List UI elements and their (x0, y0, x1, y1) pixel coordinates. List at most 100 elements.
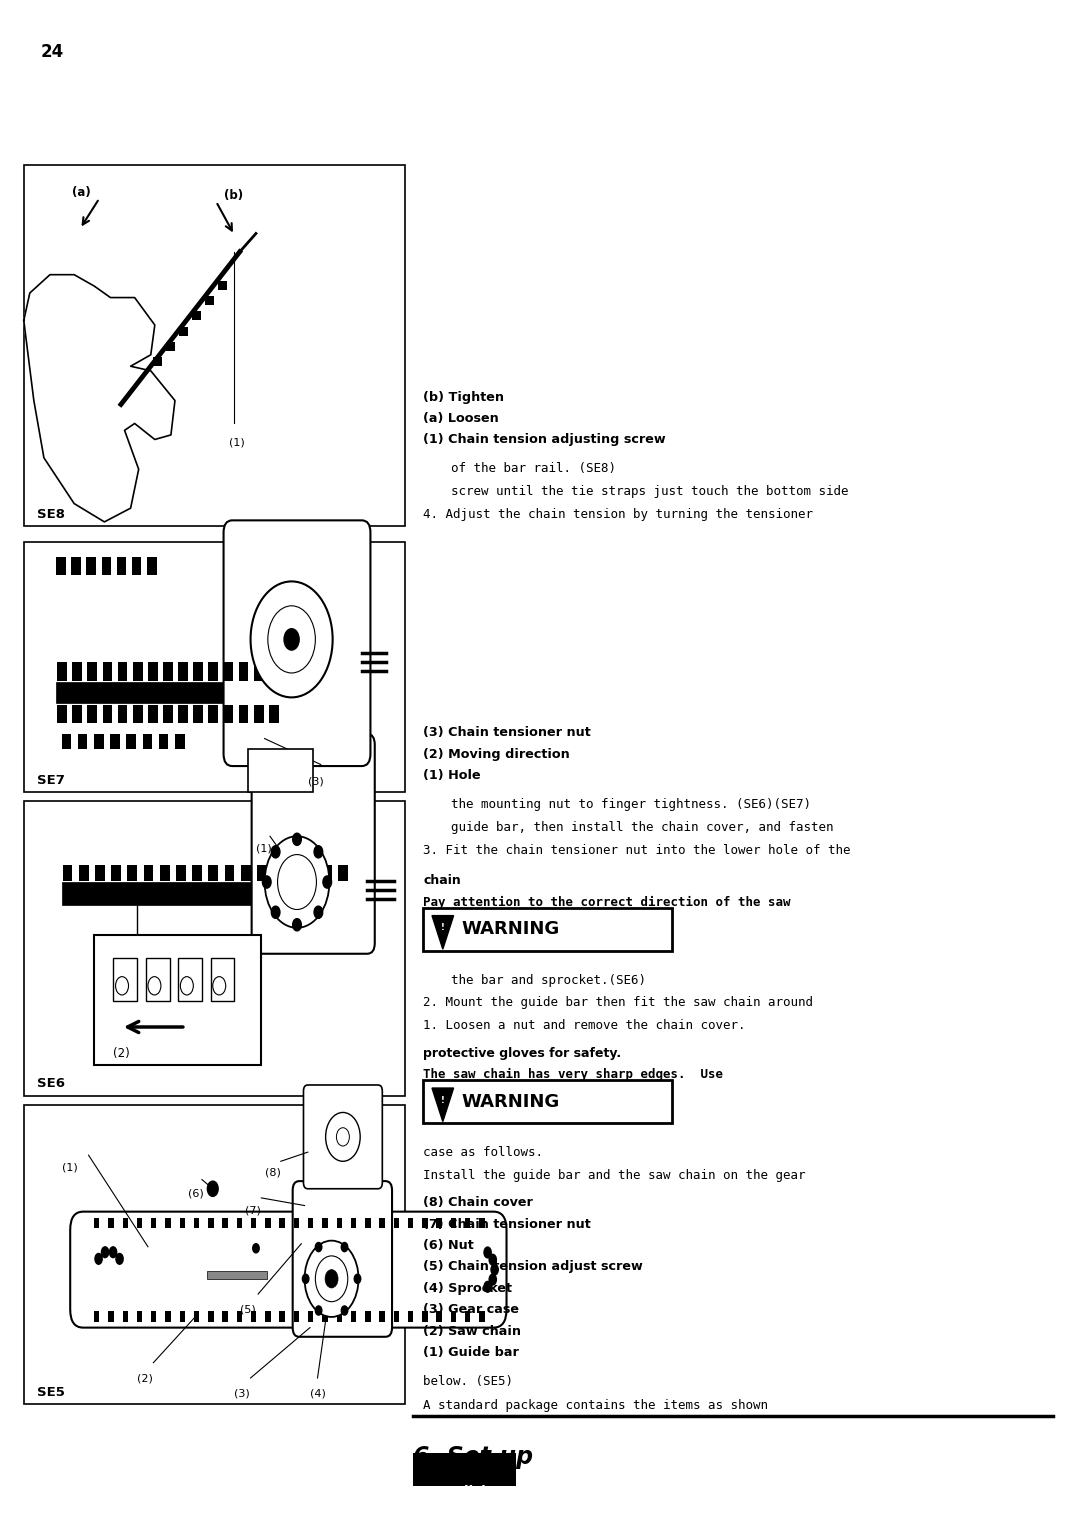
Circle shape (490, 1264, 499, 1276)
Bar (393, 1218, 399, 1228)
Text: (2): (2) (113, 1047, 131, 1061)
Circle shape (268, 606, 315, 673)
Circle shape (293, 919, 301, 931)
Circle shape (337, 1128, 350, 1146)
Circle shape (116, 977, 129, 995)
Bar (133, 662, 143, 681)
Bar (111, 865, 121, 881)
Circle shape (315, 1306, 322, 1315)
Bar (24, 1105, 405, 1404)
Bar (176, 865, 186, 881)
Bar (480, 1311, 485, 1322)
Bar (422, 1218, 428, 1228)
FancyBboxPatch shape (252, 734, 375, 954)
Text: screw until the tie straps just touch the bottom side: screw until the tie straps just touch th… (451, 485, 849, 499)
Bar (72, 662, 82, 681)
Text: A standard package contains the items as shown: A standard package contains the items as… (423, 1399, 768, 1413)
Circle shape (262, 876, 271, 888)
Text: (3): (3) (234, 1389, 251, 1399)
Circle shape (293, 833, 301, 845)
Text: (1) Guide bar: (1) Guide bar (423, 1346, 519, 1360)
Bar (423, 1080, 672, 1123)
Bar (71, 557, 81, 575)
Text: (1) Hole: (1) Hole (423, 769, 481, 783)
Bar (193, 705, 203, 723)
Circle shape (207, 1181, 218, 1196)
Bar (94, 1311, 99, 1322)
Bar (294, 1218, 299, 1228)
Text: 1. Loosen a nut and remove the chain cover.: 1. Loosen a nut and remove the chain cov… (423, 1019, 746, 1033)
Bar (193, 662, 203, 681)
Bar (108, 1218, 113, 1228)
Bar (166, 342, 175, 351)
Bar (165, 1311, 171, 1322)
Bar (192, 865, 202, 881)
Bar (222, 1311, 228, 1322)
Text: WARNING: WARNING (461, 920, 559, 938)
Circle shape (314, 906, 323, 919)
Bar (122, 1311, 127, 1322)
Bar (241, 865, 251, 881)
Bar (62, 882, 362, 905)
Bar (163, 662, 173, 681)
FancyBboxPatch shape (224, 520, 370, 766)
Bar (179, 1218, 185, 1228)
Bar (269, 705, 279, 723)
Bar (159, 734, 168, 749)
Bar (436, 1218, 442, 1228)
Text: protective gloves for safety.: protective gloves for safety. (423, 1047, 621, 1061)
Circle shape (265, 836, 329, 928)
Text: (8) Chain cover: (8) Chain cover (423, 1196, 534, 1210)
Bar (337, 1218, 342, 1228)
Bar (153, 357, 162, 366)
Text: (1): (1) (229, 438, 245, 449)
Bar (322, 1311, 327, 1322)
Bar (254, 662, 264, 681)
Bar (194, 1311, 199, 1322)
Bar (179, 327, 188, 336)
Circle shape (488, 1254, 497, 1267)
Bar (165, 1218, 171, 1228)
Circle shape (326, 1112, 360, 1161)
Circle shape (271, 906, 280, 919)
Bar (122, 1218, 127, 1228)
Text: (5) Chain tension adjust screw: (5) Chain tension adjust screw (423, 1260, 643, 1274)
Circle shape (488, 1273, 497, 1285)
Bar (408, 1218, 414, 1228)
Bar (137, 1311, 143, 1322)
Bar (208, 1218, 214, 1228)
Bar (178, 662, 188, 681)
Text: (a): (a) (72, 186, 91, 200)
Bar (103, 705, 112, 723)
Bar (117, 557, 126, 575)
Text: (3): (3) (308, 777, 324, 787)
Text: 4. Adjust the chain tension by turning the tensioner: 4. Adjust the chain tension by turning t… (423, 508, 813, 522)
Text: (1): (1) (62, 1163, 78, 1173)
Text: (2) Saw chain: (2) Saw chain (423, 1325, 522, 1338)
Text: (8): (8) (265, 1167, 281, 1178)
Circle shape (315, 1256, 348, 1302)
Bar (465, 1218, 471, 1228)
Polygon shape (24, 275, 175, 522)
Circle shape (100, 1247, 109, 1259)
Bar (118, 705, 127, 723)
Bar (178, 958, 202, 1001)
Bar (422, 1311, 428, 1322)
Bar (436, 1311, 442, 1322)
Bar (133, 705, 143, 723)
Bar (266, 1218, 271, 1228)
Bar (257, 865, 267, 881)
Bar (365, 1311, 370, 1322)
Bar (144, 865, 153, 881)
Bar (379, 1311, 384, 1322)
Bar (393, 1311, 399, 1322)
Bar (351, 1218, 356, 1228)
Bar (408, 1311, 414, 1322)
Text: (3) Gear case: (3) Gear case (423, 1303, 519, 1317)
Polygon shape (432, 1088, 454, 1122)
Text: (7): (7) (245, 1206, 261, 1216)
Circle shape (341, 1242, 348, 1251)
Bar (126, 734, 136, 749)
Circle shape (341, 1306, 348, 1315)
Bar (208, 662, 218, 681)
